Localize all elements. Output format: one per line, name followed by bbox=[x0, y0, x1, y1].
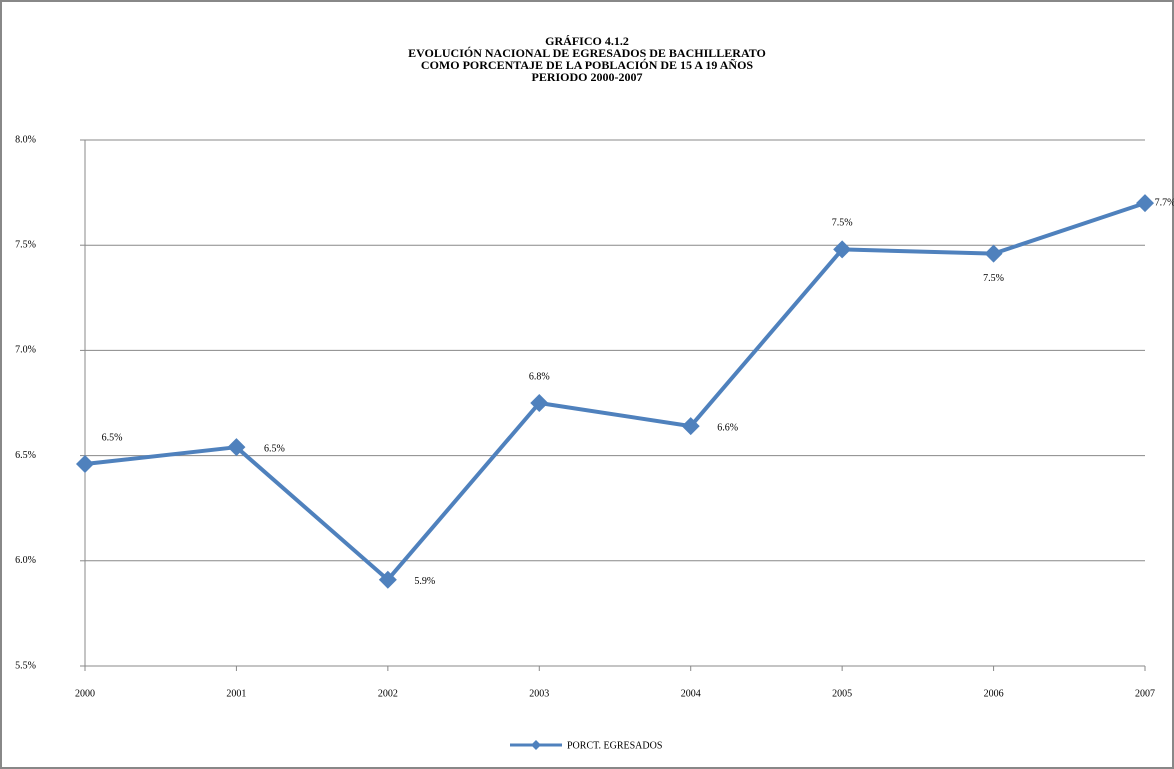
y-tick-label: 5.5% bbox=[15, 660, 36, 671]
data-point bbox=[984, 244, 1003, 263]
x-tick-label: 2005 bbox=[832, 688, 852, 699]
data-label: 6.8% bbox=[529, 371, 550, 382]
x-tick-label: 2003 bbox=[529, 688, 549, 699]
data-label: 6.6% bbox=[717, 422, 738, 433]
chart-title: COMO PORCENTAJE DE LA POBLACIÓN DE 15 A … bbox=[421, 58, 753, 72]
x-tick-label: 2002 bbox=[378, 688, 398, 699]
y-tick-label: 8.0% bbox=[15, 134, 36, 145]
data-label: 6.5% bbox=[264, 443, 285, 454]
y-tick-label: 6.0% bbox=[15, 555, 36, 566]
data-label: 5.9% bbox=[414, 576, 435, 587]
chart-title: EVOLUCIÓN NACIONAL DE EGRESADOS DE BACHI… bbox=[408, 46, 766, 60]
chart-title: GRÁFICO 4.1.2 bbox=[545, 34, 629, 48]
data-point bbox=[833, 240, 852, 259]
data-point bbox=[1136, 194, 1154, 213]
legend-marker bbox=[531, 740, 541, 750]
x-tick-label: 2000 bbox=[75, 688, 95, 699]
x-tick-label: 2004 bbox=[681, 688, 701, 699]
legend-label: PORCT. EGRESADOS bbox=[567, 740, 662, 751]
data-point bbox=[530, 394, 549, 412]
x-tick-label: 2007 bbox=[1135, 688, 1155, 699]
data-label: 6.5% bbox=[102, 432, 123, 443]
data-point bbox=[378, 570, 397, 589]
data-point bbox=[681, 417, 700, 436]
data-line bbox=[84, 201, 1146, 582]
data-label: 7.5% bbox=[832, 218, 853, 229]
data-label: 7.7% bbox=[1155, 197, 1174, 208]
y-tick-label: 7.0% bbox=[15, 345, 36, 356]
x-tick-label: 2001 bbox=[226, 688, 246, 699]
data-point bbox=[76, 455, 94, 474]
y-tick-label: 7.5% bbox=[15, 239, 36, 250]
data-label: 7.5% bbox=[983, 273, 1004, 284]
data-point bbox=[227, 438, 246, 457]
x-tick-label: 2006 bbox=[984, 688, 1004, 699]
y-tick-label: 6.5% bbox=[15, 450, 36, 461]
chart-title: PERIODO 2000-2007 bbox=[532, 70, 643, 84]
